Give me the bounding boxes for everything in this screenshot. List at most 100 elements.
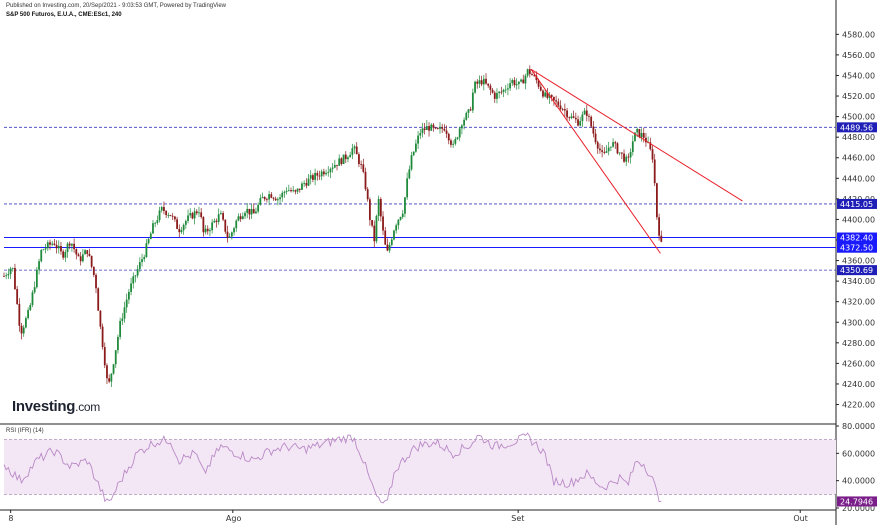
- candle-body: [658, 217, 660, 236]
- candle-body: [452, 143, 455, 145]
- candle-body: [228, 236, 231, 238]
- candle-body: [25, 318, 27, 328]
- candle-body: [463, 119, 465, 126]
- candle-body: [101, 326, 104, 348]
- candle-body: [73, 243, 76, 250]
- x-tick-label: Out: [793, 514, 808, 523]
- y-tick-label: 4220.00: [842, 401, 875, 410]
- candle-body: [428, 126, 430, 131]
- candle-body: [368, 199, 371, 221]
- rsi-tick-label: 80.0000: [842, 422, 875, 431]
- candle-body: [99, 310, 102, 327]
- candle-body: [456, 137, 459, 139]
- candle-body: [35, 269, 38, 288]
- candle-body: [255, 211, 257, 214]
- candle-body: [40, 249, 43, 262]
- candle-body: [20, 325, 23, 334]
- candle-body: [410, 155, 413, 170]
- candle-body: [338, 158, 341, 166]
- candle-body: [71, 243, 73, 246]
- candle-body: [388, 244, 391, 251]
- candle-body: [397, 219, 400, 226]
- candle-body: [38, 261, 40, 270]
- x-tick-label: Set: [511, 514, 524, 523]
- candle-body: [16, 289, 19, 304]
- candle-body: [152, 223, 154, 234]
- candle-body: [18, 303, 21, 326]
- candle-body: [49, 242, 51, 245]
- candle-body: [645, 137, 647, 143]
- candle-body: [535, 75, 538, 81]
- rsi-value-tag-label: 24.7946: [840, 497, 873, 506]
- candle-body: [386, 244, 389, 251]
- candle-body: [163, 207, 165, 211]
- candle-body: [64, 252, 67, 258]
- candle-body: [542, 90, 544, 97]
- candle-body: [627, 156, 630, 158]
- candle-body: [158, 210, 161, 221]
- candle-body: [546, 92, 549, 98]
- candle-body: [572, 116, 575, 118]
- candle-body: [638, 128, 641, 138]
- candle-body: [358, 154, 360, 165]
- rsi-tick-label: 60.0000: [842, 449, 875, 458]
- candle-body: [596, 142, 599, 149]
- candle-body: [504, 89, 507, 91]
- rsi-value-tag: [837, 496, 877, 507]
- candle-body: [614, 142, 617, 144]
- y-tick-label: 4400.00: [842, 215, 875, 224]
- candle-body: [316, 172, 319, 176]
- candle-body: [585, 110, 588, 116]
- candle-body: [90, 255, 93, 267]
- candle-body: [301, 183, 303, 190]
- candle-body: [395, 225, 398, 231]
- candle-body: [474, 81, 476, 93]
- candle-body: [362, 164, 365, 172]
- candle-body: [373, 225, 376, 242]
- candle-body: [349, 154, 352, 158]
- y-tick-label: 4540.00: [842, 71, 875, 80]
- candle-body: [274, 198, 277, 201]
- price-level-tag-label: 4350.69: [840, 266, 873, 275]
- candle-body: [467, 109, 470, 113]
- candle-body: [250, 208, 253, 215]
- candle-body: [75, 249, 78, 255]
- candle-body: [450, 140, 452, 145]
- candle-body: [305, 183, 308, 186]
- candle-body: [458, 128, 461, 138]
- candle-body: [500, 91, 503, 93]
- candle-body: [237, 216, 240, 221]
- candle-body: [414, 143, 417, 152]
- candle-body: [270, 194, 273, 198]
- candle-body: [182, 224, 185, 231]
- candle-body: [77, 254, 80, 257]
- candle-body: [173, 216, 176, 220]
- candle-body: [487, 83, 490, 86]
- candle-body: [312, 175, 314, 180]
- candle-body: [480, 80, 483, 85]
- candle-body: [14, 267, 16, 290]
- candle-body: [434, 127, 437, 129]
- candle-body: [92, 266, 95, 275]
- y-tick-label: 4260.00: [842, 359, 875, 368]
- candle-body: [103, 347, 106, 366]
- candle-body: [550, 94, 553, 97]
- candle-body: [176, 219, 178, 229]
- candle-body: [303, 183, 306, 184]
- x-tick-label: Ago: [226, 514, 242, 523]
- candle-body: [655, 183, 658, 218]
- y-tick-label: 4320.00: [842, 298, 875, 307]
- candle-body: [417, 135, 419, 144]
- candle-body: [577, 119, 579, 126]
- candle-body: [544, 92, 547, 97]
- candle-body: [382, 216, 384, 231]
- candle-body: [106, 365, 108, 379]
- candle-body: [121, 318, 124, 321]
- candle-body: [393, 230, 395, 240]
- candle-body: [110, 373, 113, 382]
- y-tick-label: 4360.00: [842, 257, 875, 266]
- candle-body: [42, 249, 45, 251]
- candle-body: [355, 146, 358, 155]
- price-level-tag: [837, 198, 877, 209]
- candle-body: [130, 283, 132, 292]
